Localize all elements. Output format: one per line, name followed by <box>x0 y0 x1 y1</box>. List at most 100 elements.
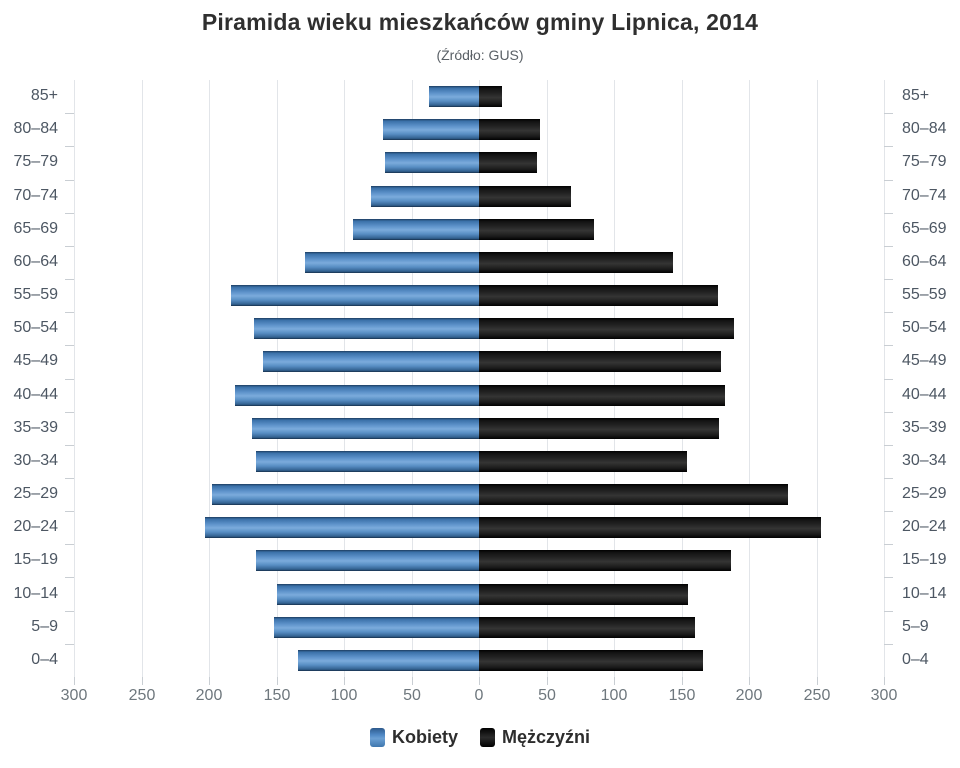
age-label-left-10–14: 10–14 <box>13 584 59 602</box>
age-label-right-35–39: 35–39 <box>902 418 947 436</box>
age-label-right-25–29: 25–29 <box>902 485 947 503</box>
age-label-right-5–9: 5–9 <box>902 617 929 635</box>
age-axis-tick-left <box>65 445 74 446</box>
x-tick-label: 150 <box>668 687 696 704</box>
bar-kobiety-30–34[interactable] <box>256 450 479 472</box>
age-axis-tick-left <box>65 478 74 479</box>
bar-mezczyzni-35–39[interactable] <box>479 417 720 439</box>
x-axis-tick <box>614 677 615 685</box>
bar-kobiety-70–74[interactable] <box>371 185 479 207</box>
bar-mezczyzni-65–69[interactable] <box>479 218 594 240</box>
x-tick-label: 100 <box>330 687 358 704</box>
x-axis-tick <box>479 677 480 685</box>
gridline <box>74 80 75 677</box>
age-label-right-70–74: 70–74 <box>902 186 947 204</box>
age-label-left-0–4: 0–4 <box>31 650 58 668</box>
age-axis-tick-left <box>65 312 74 313</box>
age-label-right-30–34: 30–34 <box>902 451 947 469</box>
x-tick-label: 250 <box>128 687 156 704</box>
age-label-left-40–44: 40–44 <box>13 385 59 403</box>
gridline <box>749 80 750 677</box>
bar-mezczyzni-40–44[interactable] <box>479 384 725 406</box>
age-axis-tick-right <box>884 478 893 479</box>
age-axis-tick-left <box>65 146 74 147</box>
bar-kobiety-80–84[interactable] <box>383 119 479 141</box>
bar-mezczyzni-60–64[interactable] <box>479 251 674 273</box>
bar-kobiety-0–4[interactable] <box>298 649 479 671</box>
age-axis-tick-left <box>65 213 74 214</box>
age-label-right-50–54: 50–54 <box>902 319 947 337</box>
bar-kobiety-5–9[interactable] <box>273 616 479 638</box>
bar-kobiety-10–14[interactable] <box>276 583 479 605</box>
age-axis-tick-right <box>884 345 893 346</box>
age-label-left-85+: 85+ <box>30 87 58 105</box>
bar-mezczyzni-20–24[interactable] <box>479 517 821 539</box>
age-axis-tick-left <box>65 279 74 280</box>
age-axis-tick-left <box>65 379 74 380</box>
age-axis-tick-right <box>884 577 893 578</box>
age-label-left-25–29: 25–29 <box>13 485 59 503</box>
bar-kobiety-75–79[interactable] <box>384 152 479 174</box>
bar-kobiety-85+[interactable] <box>429 86 479 108</box>
age-axis-tick-left <box>65 611 74 612</box>
bar-mezczyzni-80–84[interactable] <box>479 119 540 141</box>
age-label-left-45–49: 45–49 <box>13 352 59 370</box>
age-axis-tick-left <box>65 345 74 346</box>
bar-mezczyzni-25–29[interactable] <box>479 484 789 506</box>
bar-mezczyzni-45–49[interactable] <box>479 351 721 373</box>
bar-mezczyzni-30–34[interactable] <box>479 450 687 472</box>
age-label-left-65–69: 65–69 <box>13 219 59 237</box>
legend-item-kobiety[interactable]: Kobiety <box>369 727 458 748</box>
bar-kobiety-25–29[interactable] <box>211 484 479 506</box>
bar-mezczyzni-55–59[interactable] <box>479 285 718 307</box>
age-label-left-70–74: 70–74 <box>13 186 59 204</box>
bar-kobiety-40–44[interactable] <box>234 384 479 406</box>
bar-kobiety-55–59[interactable] <box>230 285 479 307</box>
x-tick-label: 300 <box>60 687 88 704</box>
x-axis-tick <box>277 677 278 685</box>
x-tick-label: 200 <box>735 687 763 704</box>
bar-kobiety-15–19[interactable] <box>256 550 479 572</box>
age-axis-tick-left <box>65 412 74 413</box>
bar-kobiety-20–24[interactable] <box>204 517 479 539</box>
gridline <box>884 80 885 677</box>
legend: Kobiety Mężczyźni <box>0 722 960 752</box>
age-label-left-15–19: 15–19 <box>13 551 59 569</box>
gridline <box>142 80 143 677</box>
age-label-right-65–69: 65–69 <box>902 219 947 237</box>
age-axis-tick-right <box>884 644 893 645</box>
age-axis-tick-right <box>884 611 893 612</box>
bar-mezczyzni-15–19[interactable] <box>479 550 732 572</box>
bar-kobiety-50–54[interactable] <box>253 318 479 340</box>
age-axis-tick-right <box>884 312 893 313</box>
bar-mezczyzni-50–54[interactable] <box>479 318 735 340</box>
legend-item-mezczyzni[interactable]: Mężczyźni <box>479 726 591 748</box>
age-label-right-0–4: 0–4 <box>902 650 929 668</box>
age-label-right-75–79: 75–79 <box>902 153 947 171</box>
bar-kobiety-45–49[interactable] <box>263 351 479 373</box>
bar-mezczyzni-85+[interactable] <box>479 86 502 108</box>
bar-kobiety-60–64[interactable] <box>304 251 479 273</box>
age-axis-tick-left <box>65 644 74 645</box>
age-label-left-80–84: 80–84 <box>13 120 59 138</box>
bar-mezczyzni-75–79[interactable] <box>479 152 538 174</box>
gridline <box>614 80 615 677</box>
x-axis-tick <box>884 677 885 685</box>
gridline <box>682 80 683 677</box>
legend-label-mezczyzni: Mężczyźni <box>501 726 591 747</box>
bar-mezczyzni-5–9[interactable] <box>479 616 695 638</box>
gridline <box>209 80 210 677</box>
age-label-right-10–14: 10–14 <box>902 584 947 602</box>
bar-kobiety-65–69[interactable] <box>353 218 479 240</box>
x-tick-label: 300 <box>870 687 898 704</box>
bar-mezczyzni-70–74[interactable] <box>479 185 571 207</box>
x-tick-label: 0 <box>474 687 484 704</box>
age-label-right-60–64: 60–64 <box>902 252 947 270</box>
gridline <box>817 80 818 677</box>
bar-mezczyzni-0–4[interactable] <box>479 649 704 671</box>
bar-kobiety-35–39[interactable] <box>252 417 479 439</box>
bar-mezczyzni-10–14[interactable] <box>479 583 689 605</box>
gridline <box>479 80 480 677</box>
age-axis-tick-right <box>884 279 893 280</box>
